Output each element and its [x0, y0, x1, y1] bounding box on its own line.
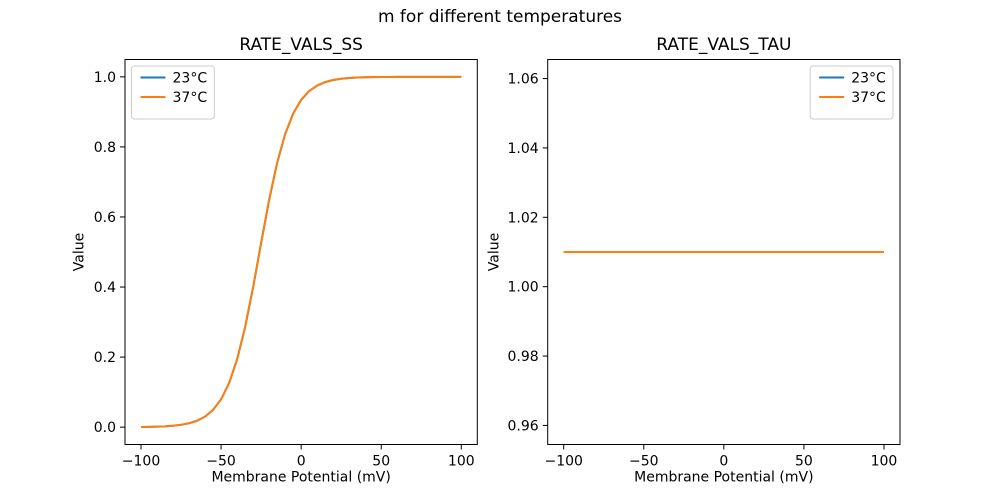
y-tick-label: 0.2 [94, 350, 116, 366]
y-tick-label: 0.4 [94, 280, 116, 296]
legend [131, 65, 215, 120]
y-tick-label: 1.04 [508, 141, 539, 157]
y-tick-label: 0.96 [508, 418, 539, 434]
x-tick-label: 50 [795, 454, 813, 470]
y-axis-label: Value [487, 233, 503, 271]
x-tick-label: −100 [122, 454, 160, 470]
legend-label-37c: 37°C [851, 90, 886, 106]
y-tick-label: 1.00 [508, 280, 539, 296]
series-line-37c [140, 75, 462, 428]
legend [809, 65, 894, 120]
x-tick-label: 0 [297, 454, 306, 470]
legend-label-23c: 23°C [851, 71, 886, 87]
y-axis-label: Value [72, 233, 88, 271]
legend-label-23c: 23°C [173, 71, 208, 87]
y-tick-label: 1.0 [94, 70, 116, 86]
x-axis-label: Membrane Potential (mV) [211, 470, 390, 486]
x-tick-label: 0 [719, 454, 728, 470]
x-tick-label: 100 [448, 454, 475, 470]
subplot-title-ratevalsss: RATE_VALS_SS [239, 35, 363, 55]
x-tick-label: 100 [871, 454, 898, 470]
series-line-23c [140, 75, 462, 428]
y-tick-label: 0.6 [94, 210, 116, 226]
y-tick-label: 0.8 [94, 140, 116, 156]
subplot-title-ratevalstau: RATE_VALS_TAU [656, 35, 791, 55]
x-tick-label: −50 [629, 454, 659, 470]
x-tick-label: −100 [544, 454, 582, 470]
legend-label-37c: 37°C [173, 90, 208, 106]
x-tick-label: 50 [372, 454, 390, 470]
y-tick-label: 0.0 [94, 420, 116, 436]
y-tick-label: 1.06 [508, 72, 539, 88]
x-tick-label: −50 [206, 454, 236, 470]
figure-suptitle: m for different temperatures [377, 7, 623, 27]
y-tick-label: 1.02 [508, 210, 539, 226]
y-tick-label: 0.98 [508, 349, 539, 365]
x-axis-label: Membrane Potential (mV) [634, 470, 813, 486]
